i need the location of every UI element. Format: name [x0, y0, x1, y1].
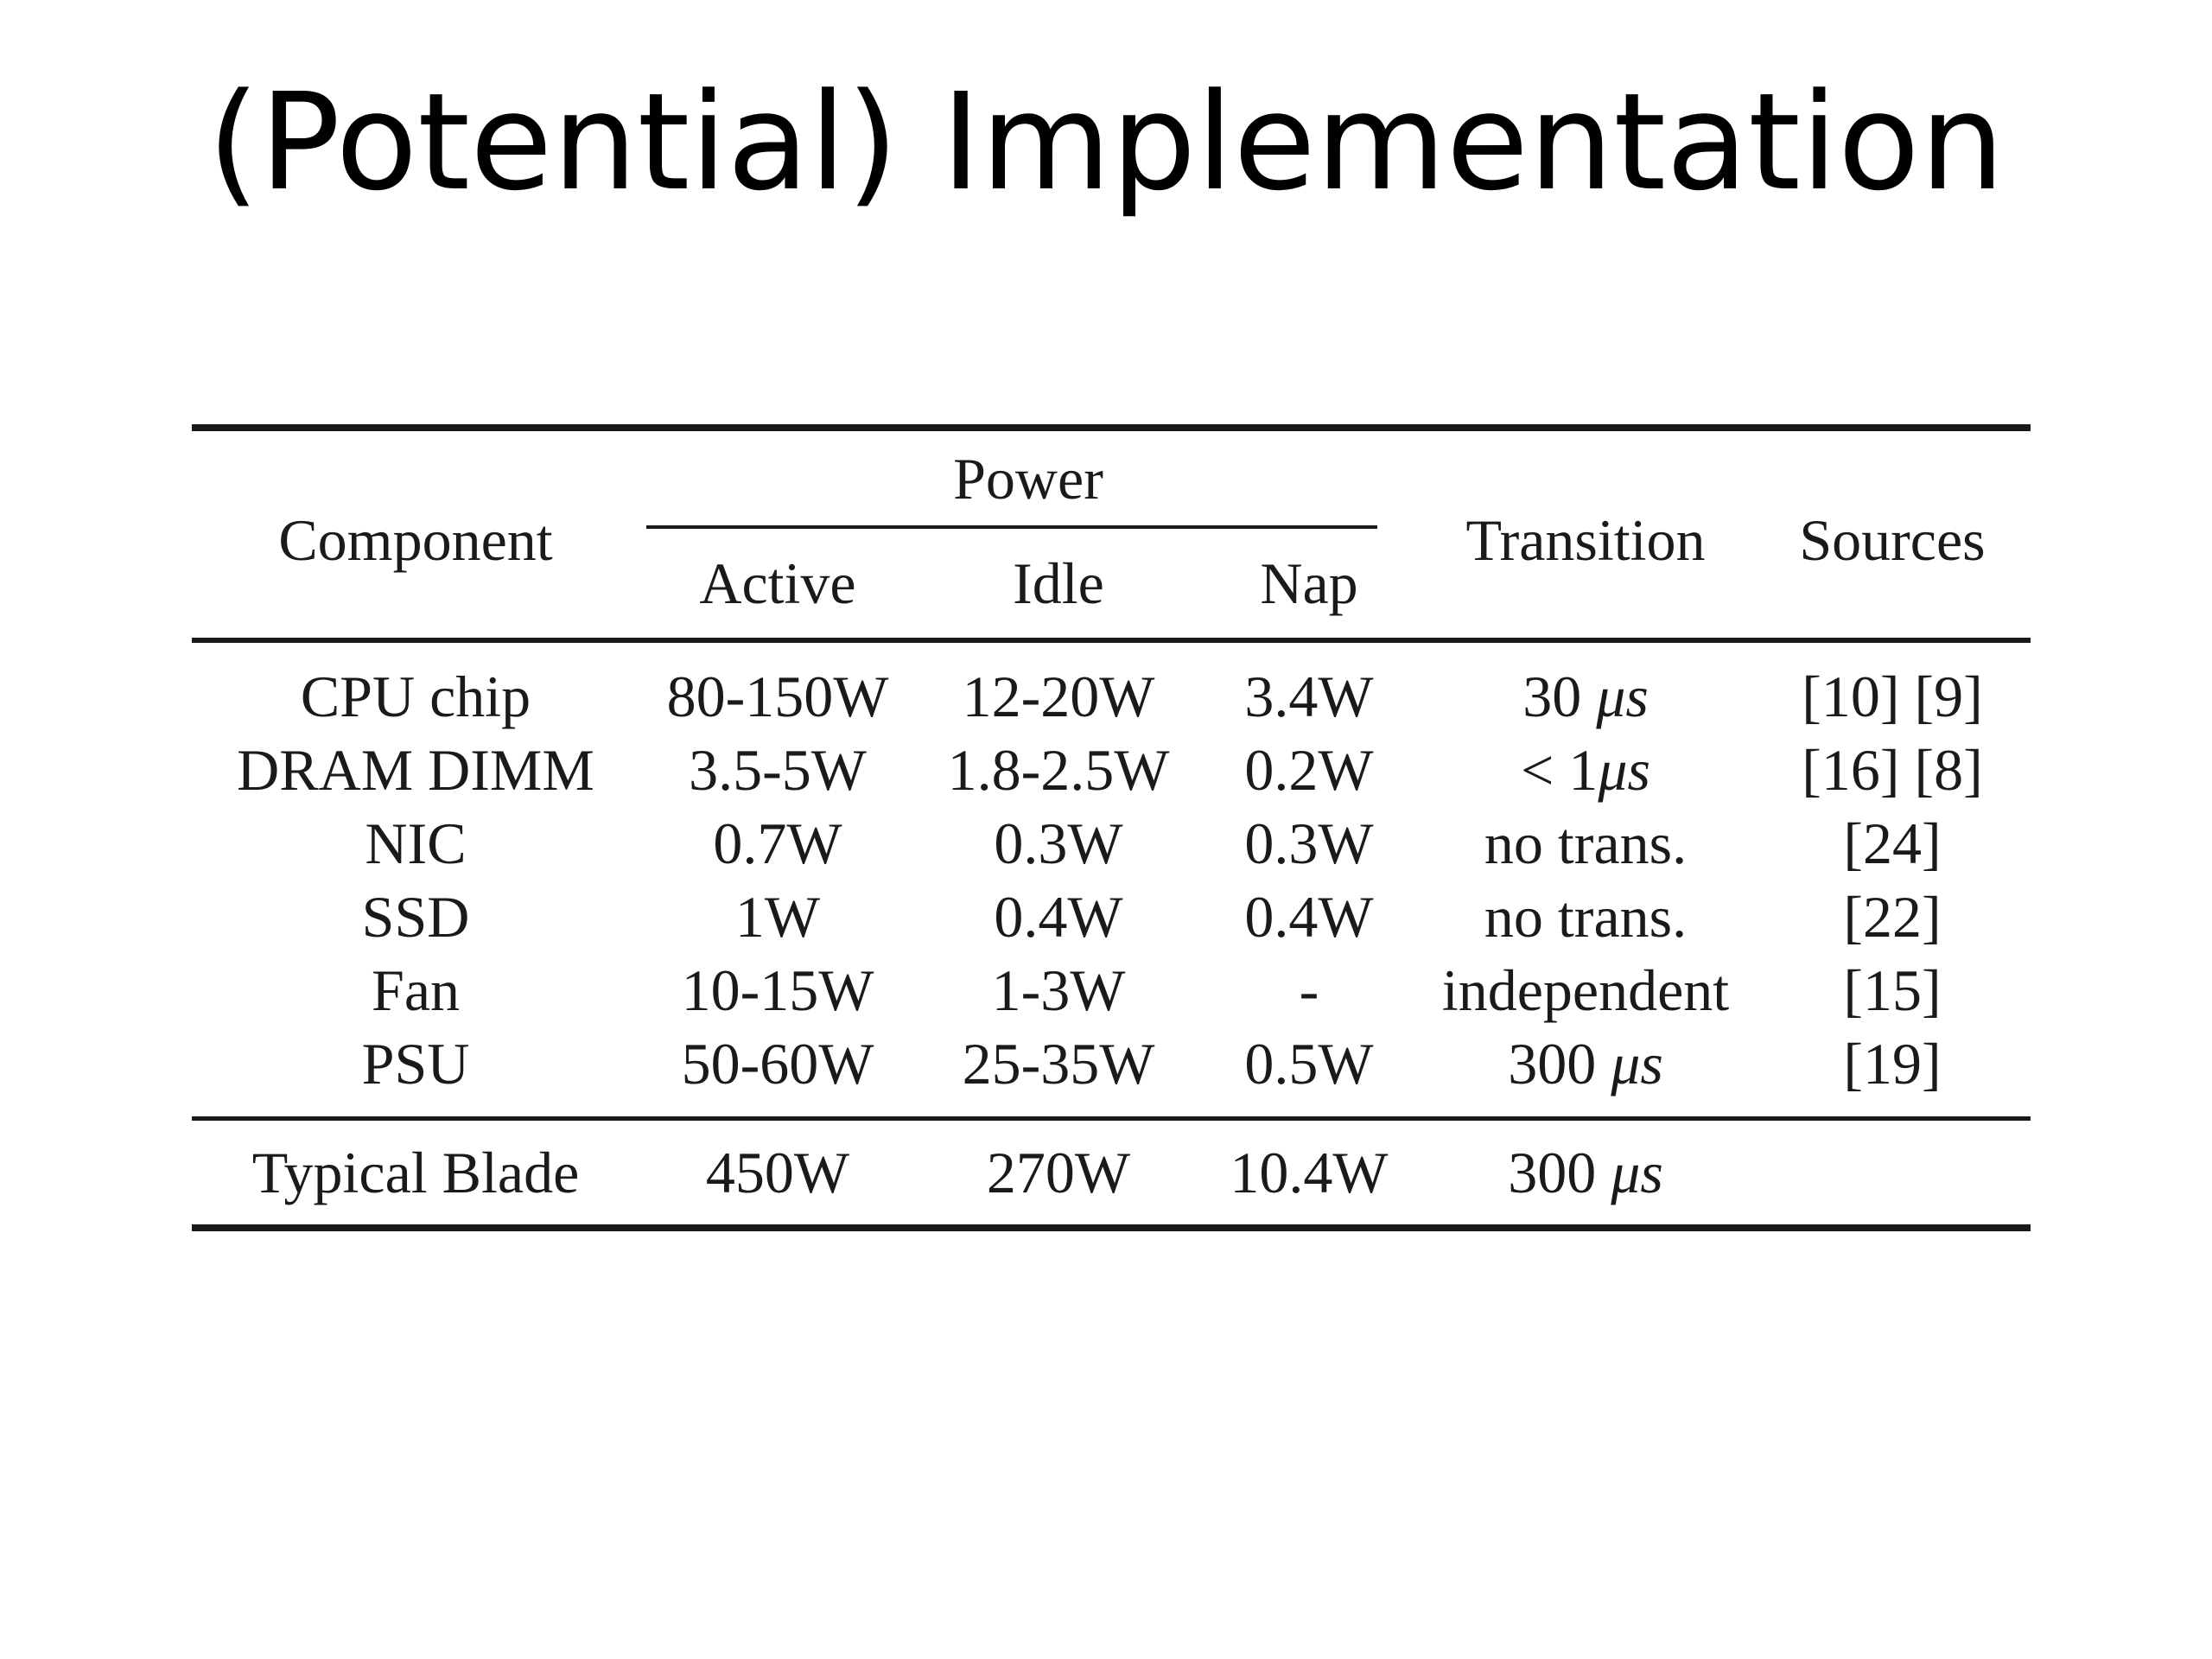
- cell-nap: 3.4W: [1244, 664, 1374, 729]
- cell-nap: -: [1299, 957, 1319, 1023]
- header-power-label: Power: [953, 445, 1103, 512]
- cell-sources: [22]: [1843, 884, 1942, 950]
- header-idle: Idle: [916, 530, 1201, 643]
- bottom-rule: [192, 1224, 2031, 1235]
- power-group-underline: [646, 524, 1377, 529]
- total-sources: [1754, 1121, 2031, 1228]
- cell-component: NIC: [365, 810, 467, 876]
- header-sources: Sources: [1754, 428, 2031, 643]
- cell-sources: [10] [9]: [1802, 664, 1983, 729]
- header-active: Active: [639, 530, 916, 643]
- cell-idle: 12-20W: [962, 664, 1155, 729]
- transition-unit: μs: [1611, 1139, 1663, 1205]
- cell-active: 1W: [734, 884, 821, 950]
- slide-title: (Potential) Implementation: [207, 64, 2005, 220]
- transition-value: 300: [1508, 1031, 1611, 1096]
- table-row: Fan 10-15W 1-3W - independent [15]: [192, 954, 2031, 1027]
- power-table-container: Component Power Transition Sources Activ…: [192, 424, 2031, 1235]
- power-table: Component Power Transition Sources Activ…: [192, 424, 2031, 1235]
- cell-transition: no trans.: [1417, 880, 1754, 954]
- cell-idle: 1.8-2.5W: [947, 737, 1170, 803]
- cell-transition: 300 μs: [1417, 1027, 1754, 1119]
- header-power-group: Power: [639, 428, 1417, 530]
- total-idle: 270W: [986, 1139, 1131, 1205]
- header-transition: Transition: [1417, 428, 1754, 643]
- total-active: 450W: [705, 1139, 850, 1205]
- cell-active: 50-60W: [681, 1031, 874, 1096]
- cell-idle: 1-3W: [991, 957, 1126, 1023]
- cell-idle: 0.4W: [994, 884, 1123, 950]
- transition-value: no trans.: [1484, 810, 1688, 876]
- cell-sources: [19]: [1843, 1031, 1942, 1096]
- cell-sources: [15]: [1843, 957, 1942, 1023]
- cell-component: PSU: [361, 1031, 470, 1096]
- cell-idle: 0.3W: [994, 810, 1123, 876]
- transition-value: 30: [1522, 664, 1597, 729]
- cell-transition: < 1μs: [1417, 734, 1754, 807]
- total-transition: 300 μs: [1417, 1121, 1754, 1228]
- cell-active: 80-150W: [666, 664, 889, 729]
- cell-nap: 0.5W: [1244, 1031, 1374, 1096]
- cell-component: CPU chip: [300, 664, 531, 729]
- cell-active: 10-15W: [681, 957, 874, 1023]
- transition-unit: μs: [1596, 664, 1649, 729]
- cell-component: SSD: [361, 884, 470, 950]
- cell-nap: 0.4W: [1244, 884, 1374, 950]
- table-row: DRAM DIMM 3.5-5W 1.8-2.5W 0.2W < 1μs [16…: [192, 734, 2031, 807]
- cell-idle: 25-35W: [962, 1031, 1155, 1096]
- cell-sources: [24]: [1843, 810, 1942, 876]
- cell-transition: no trans.: [1417, 807, 1754, 880]
- table-total-row: Typical Blade 450W 270W 10.4W 300 μs: [192, 1121, 2031, 1228]
- cell-component: DRAM DIMM: [237, 737, 594, 803]
- table-row: NIC 0.7W 0.3W 0.3W no trans. [24]: [192, 807, 2031, 880]
- section-divider-cell: [192, 1116, 2031, 1122]
- cell-active: 0.7W: [713, 810, 842, 876]
- cell-component: Fan: [372, 957, 460, 1023]
- cell-transition: independent: [1417, 954, 1754, 1027]
- cell-nap: 0.2W: [1244, 737, 1374, 803]
- total-component: Typical Blade: [251, 1139, 580, 1205]
- transition-value: independent: [1441, 957, 1730, 1023]
- transition-value: no trans.: [1484, 884, 1688, 950]
- cell-transition: 30 μs: [1417, 640, 1754, 734]
- transition-unit: μs: [1611, 1031, 1663, 1096]
- table-row: SSD 1W 0.4W 0.4W no trans. [22]: [192, 880, 2031, 954]
- section-divider: [192, 1116, 2031, 1122]
- transition-unit: μs: [1598, 737, 1650, 803]
- cell-sources: [16] [8]: [1802, 737, 1983, 803]
- table-row: CPU chip 80-150W 12-20W 3.4W 30 μs [10] …: [192, 640, 2031, 734]
- bottom-rule-cell: [192, 1224, 2031, 1235]
- header-nap: Nap: [1201, 530, 1417, 643]
- cell-active: 3.5-5W: [689, 737, 867, 803]
- header-component: Component: [192, 428, 639, 643]
- transition-value: 300: [1508, 1139, 1611, 1205]
- table-row: PSU 50-60W 25-35W 0.5W 300 μs [19]: [192, 1027, 2031, 1119]
- transition-value: < 1: [1521, 737, 1599, 803]
- cell-nap: 0.3W: [1244, 810, 1374, 876]
- total-nap: 10.4W: [1230, 1139, 1389, 1205]
